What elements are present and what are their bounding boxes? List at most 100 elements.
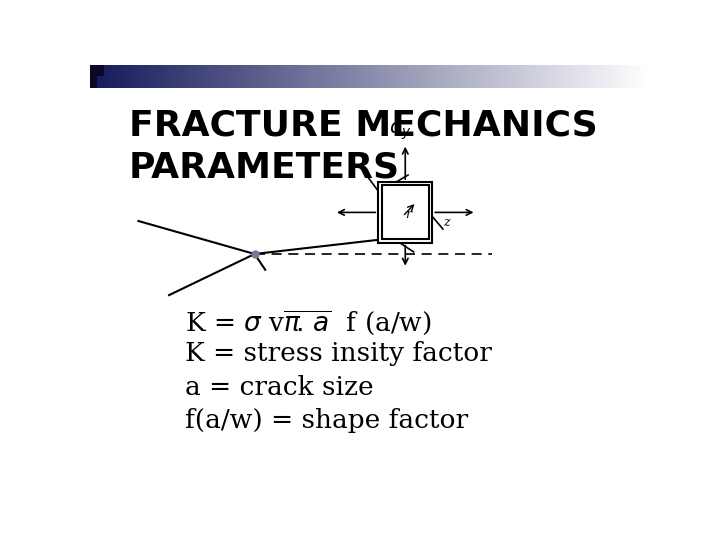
Bar <box>336 65 338 87</box>
Bar <box>297 65 300 87</box>
Bar <box>444 65 447 87</box>
Bar <box>322 65 324 87</box>
Bar <box>453 65 456 87</box>
Bar <box>419 65 422 87</box>
Bar <box>176 65 179 87</box>
Bar <box>433 65 436 87</box>
Bar <box>132 65 135 87</box>
Bar <box>285 65 288 87</box>
Bar <box>121 65 124 87</box>
Bar <box>215 65 218 87</box>
Bar <box>282 65 285 87</box>
Bar <box>603 65 606 87</box>
Bar <box>461 65 464 87</box>
Bar <box>271 65 274 87</box>
Bar <box>227 65 230 87</box>
Bar <box>207 65 210 87</box>
Bar <box>639 65 642 87</box>
Bar <box>230 65 233 87</box>
Bar <box>570 65 572 87</box>
Text: f(a/w) = shape factor: f(a/w) = shape factor <box>185 408 468 433</box>
Bar <box>109 65 112 87</box>
Bar <box>291 65 294 87</box>
Bar <box>93 65 96 87</box>
Bar <box>99 65 101 87</box>
Bar <box>386 65 389 87</box>
Bar <box>562 65 564 87</box>
Bar <box>372 65 374 87</box>
Bar <box>190 65 193 87</box>
Bar <box>475 65 478 87</box>
Bar <box>609 65 612 87</box>
Bar <box>204 65 207 87</box>
Bar <box>338 65 341 87</box>
Bar <box>486 65 489 87</box>
Bar <box>578 65 581 87</box>
Bar <box>584 65 587 87</box>
Bar <box>90 76 97 87</box>
Bar <box>402 65 405 87</box>
Bar <box>269 65 271 87</box>
Bar <box>508 65 511 87</box>
Bar <box>143 65 145 87</box>
Bar <box>587 65 590 87</box>
Bar <box>263 65 266 87</box>
Bar <box>405 65 408 87</box>
Bar <box>364 65 366 87</box>
Text: PARAMETERS: PARAMETERS <box>129 150 400 184</box>
Bar <box>154 65 157 87</box>
Bar <box>168 65 171 87</box>
Bar <box>151 65 154 87</box>
Bar <box>96 65 99 87</box>
Bar <box>126 65 129 87</box>
Bar <box>380 65 383 87</box>
Bar <box>171 65 174 87</box>
Bar <box>542 65 545 87</box>
Bar <box>631 65 634 87</box>
Bar <box>355 65 358 87</box>
Text: FRACTURE MECHANICS: FRACTURE MECHANICS <box>129 109 598 143</box>
Bar <box>374 65 377 87</box>
Bar <box>148 65 151 87</box>
Text: a = crack size: a = crack size <box>185 375 374 400</box>
Bar <box>620 65 623 87</box>
Bar <box>392 65 394 87</box>
Bar <box>511 65 514 87</box>
Bar <box>213 65 215 87</box>
Bar <box>645 65 648 87</box>
Bar <box>523 65 526 87</box>
Bar <box>492 65 495 87</box>
Bar <box>425 65 428 87</box>
Bar <box>539 65 542 87</box>
Bar <box>531 65 534 87</box>
Bar <box>118 65 121 87</box>
Bar <box>553 65 556 87</box>
Bar <box>436 65 438 87</box>
Bar <box>243 65 246 87</box>
Bar <box>358 65 361 87</box>
Bar <box>431 65 433 87</box>
Bar <box>302 65 305 87</box>
Bar <box>550 65 553 87</box>
Bar <box>235 65 238 87</box>
Bar <box>174 65 176 87</box>
Bar <box>598 65 600 87</box>
Bar <box>556 65 559 87</box>
Bar <box>341 65 344 87</box>
Bar <box>422 65 425 87</box>
Bar <box>288 65 291 87</box>
Bar <box>642 65 645 87</box>
Bar <box>280 65 282 87</box>
Bar <box>182 65 185 87</box>
Bar <box>467 65 469 87</box>
Bar <box>252 65 255 87</box>
Bar <box>221 65 224 87</box>
Bar <box>101 65 104 87</box>
Bar <box>575 65 578 87</box>
Bar <box>366 65 369 87</box>
Bar <box>593 65 595 87</box>
Bar <box>266 65 269 87</box>
Bar <box>428 65 431 87</box>
Text: $\sigma_y$: $\sigma_y$ <box>389 120 411 141</box>
Bar <box>520 65 523 87</box>
